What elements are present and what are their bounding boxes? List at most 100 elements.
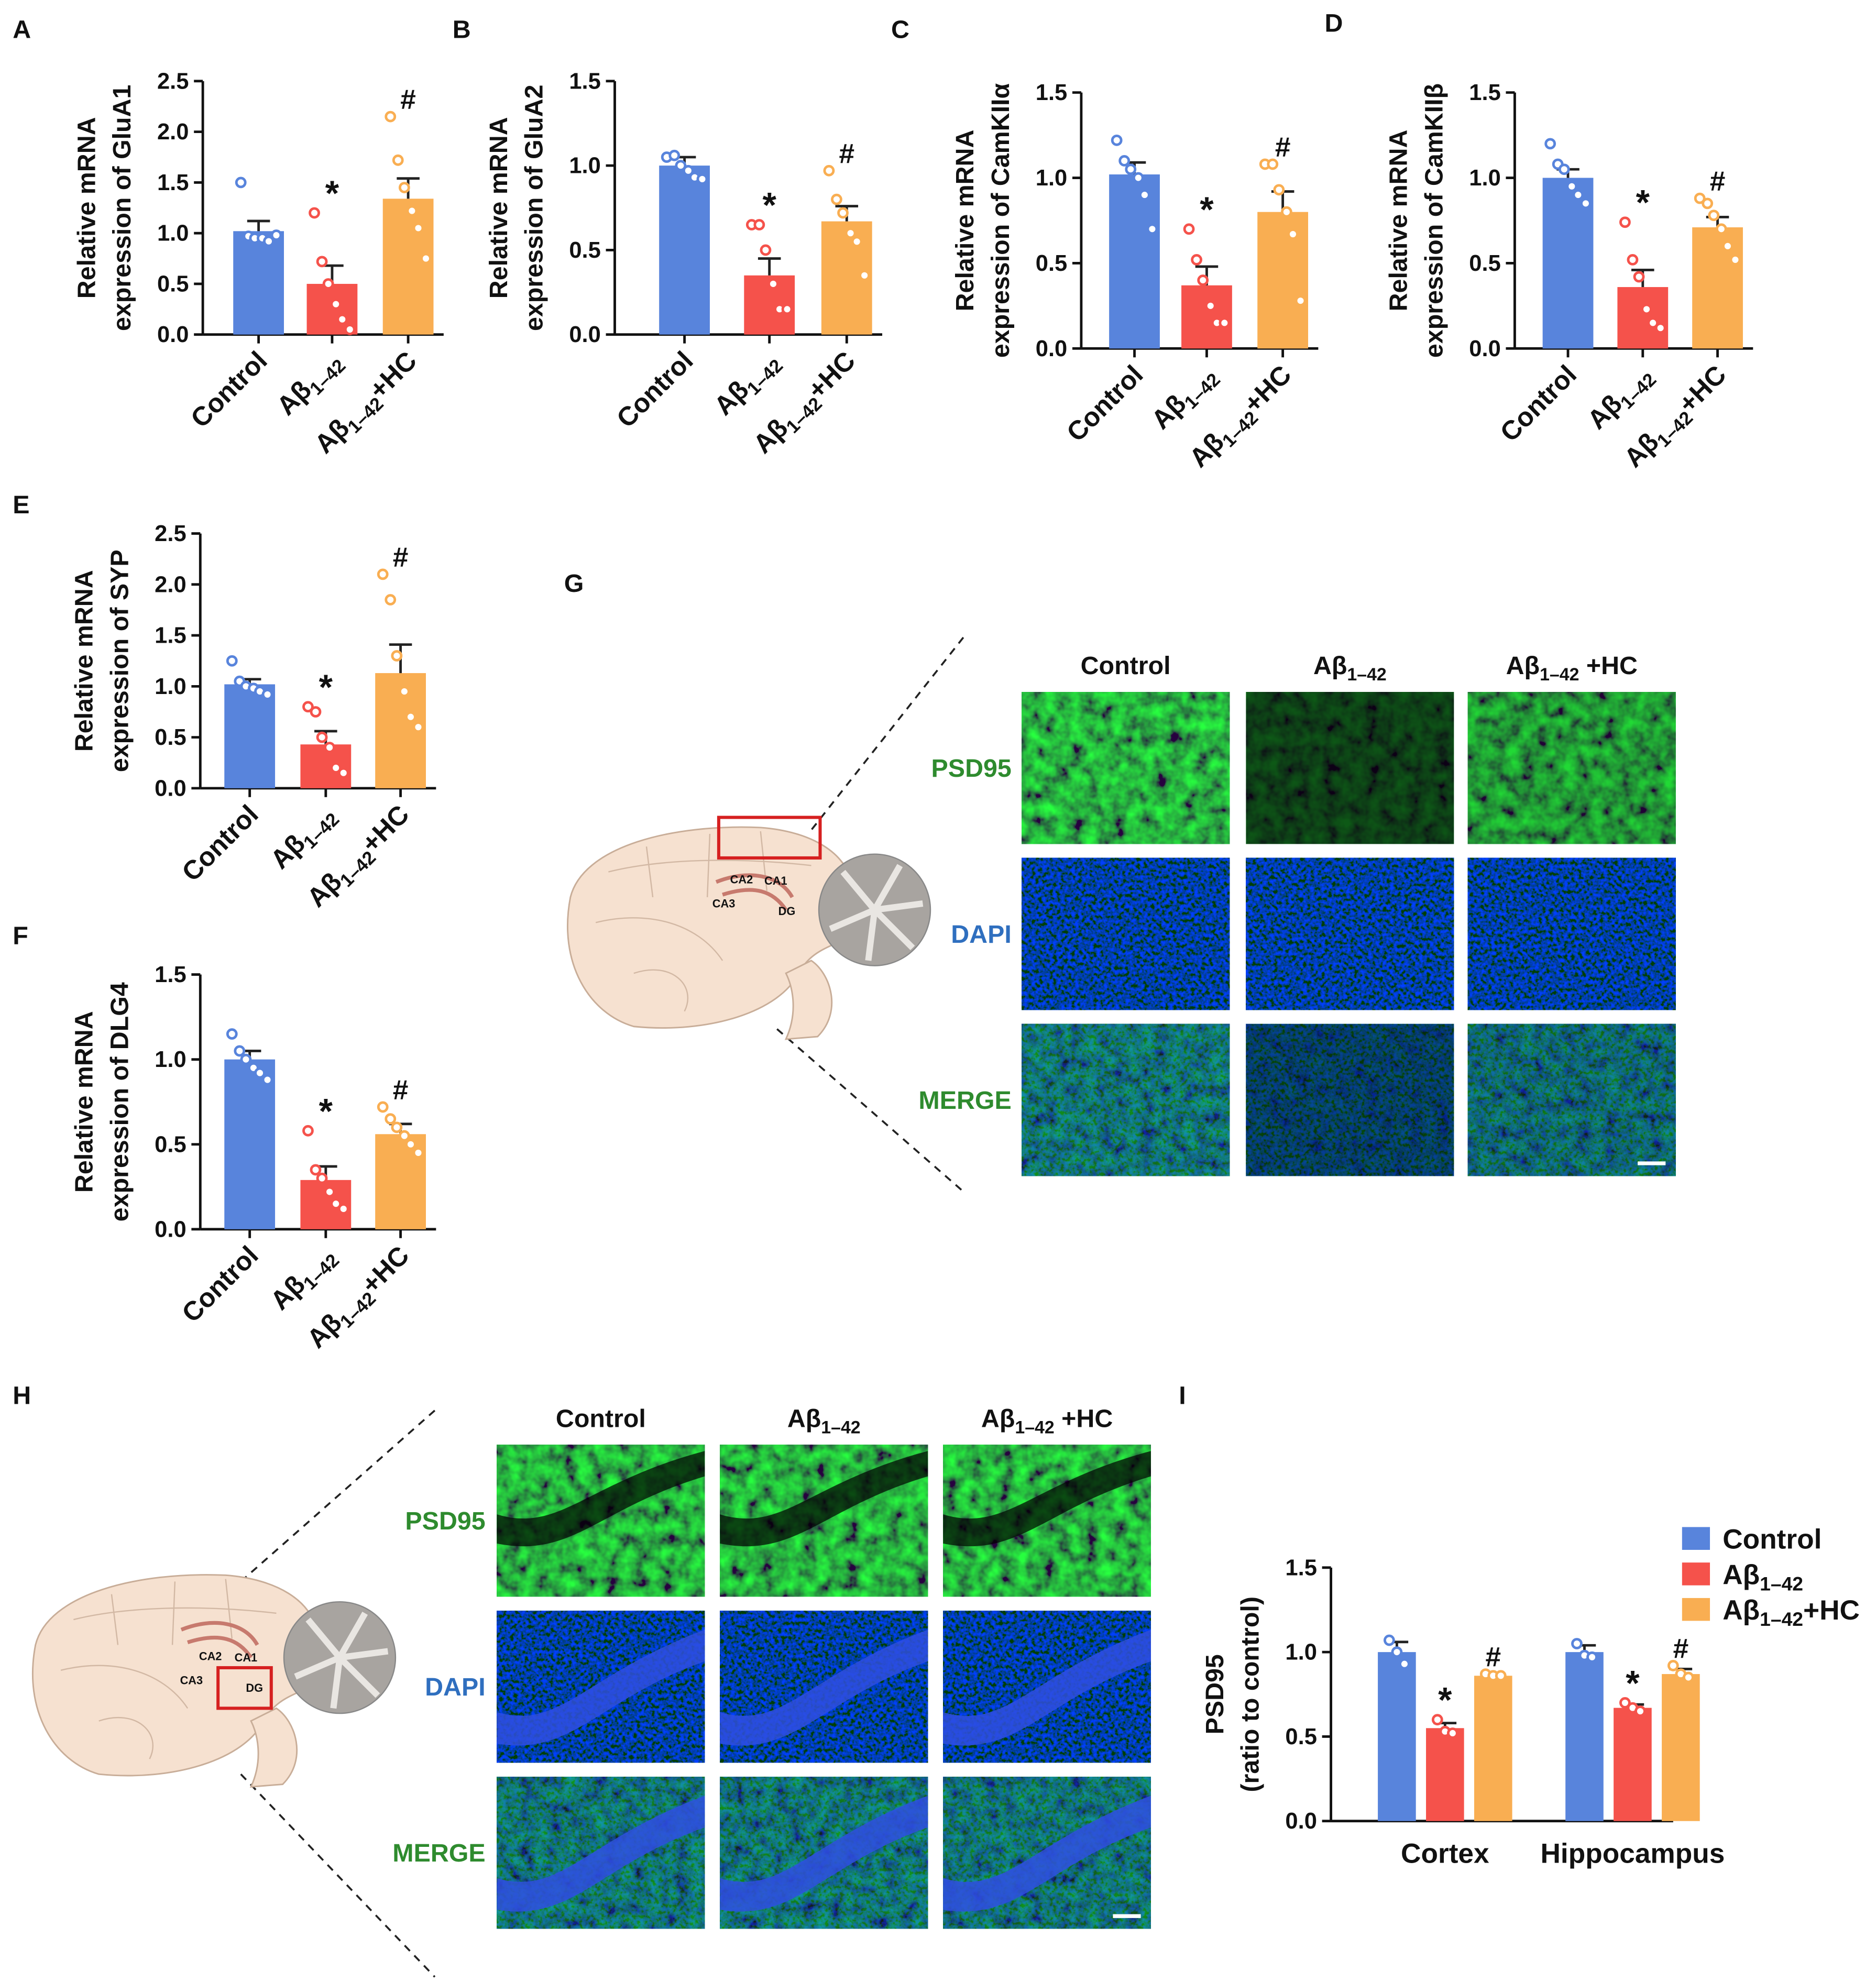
y-tick-label: 0.0 xyxy=(155,776,186,801)
data-point xyxy=(1729,254,1741,266)
legend-label: Control xyxy=(1723,1524,1822,1555)
region-label: CA2 xyxy=(199,1649,222,1662)
cerebellum-folia xyxy=(829,864,924,961)
region-label: CA1 xyxy=(235,1651,258,1664)
bar xyxy=(1614,1708,1652,1821)
data-point xyxy=(330,762,342,774)
data-point xyxy=(412,222,424,234)
data-point xyxy=(310,706,322,718)
data-point xyxy=(837,207,849,219)
y-tick-label: 1.0 xyxy=(157,221,189,246)
cerebrum xyxy=(31,1574,318,1777)
data-point xyxy=(1634,1705,1646,1717)
data-point xyxy=(270,229,282,241)
column-header: Aβ1–42 xyxy=(787,1404,861,1437)
data-point xyxy=(1580,197,1592,210)
panel-label: H xyxy=(13,1382,31,1410)
data-point xyxy=(1191,254,1202,266)
granule-layer xyxy=(720,1629,928,1746)
y-axis-label: PSD95 xyxy=(1201,1654,1229,1734)
region-label: CA3 xyxy=(712,897,736,910)
panel-label: A xyxy=(13,16,31,44)
data-point xyxy=(1132,172,1144,184)
data-point xyxy=(391,650,403,662)
data-point xyxy=(1722,240,1734,252)
data-point xyxy=(316,1172,328,1184)
data-point xyxy=(767,278,779,290)
micrograph-green xyxy=(1022,692,1230,844)
x-tick-label: Aβ1–42+HC xyxy=(301,799,418,916)
data-point xyxy=(1446,1727,1458,1739)
data-point xyxy=(398,182,410,193)
panel-label: G xyxy=(564,569,584,598)
data-point xyxy=(1641,303,1652,315)
micrograph-blue xyxy=(1246,1023,1454,1176)
data-point xyxy=(324,1186,335,1198)
significance-mark: * xyxy=(1200,190,1214,229)
legend-label: Aβ1–42 xyxy=(1723,1559,1803,1594)
x-tick-label: Aβ1–42 xyxy=(708,345,787,424)
data-point xyxy=(1647,317,1659,329)
data-point xyxy=(1281,206,1292,218)
y-tick-label: 0.5 xyxy=(155,1132,186,1157)
significance-mark: * xyxy=(1626,1664,1640,1703)
y-tick-label: 1.5 xyxy=(155,623,186,648)
data-point xyxy=(261,689,273,700)
y-axis-label: expression of CamKIIβ xyxy=(1420,83,1448,358)
dashed-guide xyxy=(810,636,964,831)
data-point xyxy=(1572,189,1584,201)
y-axis-label: expression of DLG4 xyxy=(105,982,134,1221)
significance-mark: * xyxy=(319,1092,333,1131)
data-point xyxy=(1287,228,1299,240)
y-axis-label: expression of SYP xyxy=(105,549,134,772)
granule-layer xyxy=(720,1796,928,1912)
data-point xyxy=(696,173,708,185)
granule-layer xyxy=(943,1629,1151,1746)
dashed-guide xyxy=(240,1410,436,1582)
bar xyxy=(1181,285,1232,349)
significance-mark: # xyxy=(1485,1642,1501,1673)
x-tick-label: Aβ1–42 xyxy=(1582,359,1661,438)
x-tick-label: Control xyxy=(176,799,264,887)
data-point xyxy=(1125,163,1137,175)
y-tick-label: 0.5 xyxy=(157,271,189,296)
data-point xyxy=(1715,223,1727,235)
panel-label: C xyxy=(891,16,909,44)
data-point xyxy=(412,1147,424,1159)
y-tick-label: 1.5 xyxy=(1036,80,1068,105)
significance-mark: # xyxy=(839,138,854,169)
region-box xyxy=(216,1666,273,1710)
data-point xyxy=(1702,197,1714,210)
y-tick-label: 1.0 xyxy=(1285,1640,1317,1665)
data-point xyxy=(1633,271,1645,283)
column-header: Control xyxy=(1081,652,1171,680)
legend-swatch xyxy=(1682,1562,1710,1585)
significance-mark: * xyxy=(1636,183,1650,223)
data-point xyxy=(398,686,410,697)
brain-schematic xyxy=(567,826,931,1040)
bar xyxy=(1565,1652,1604,1821)
y-axis-label: Relative mRNA xyxy=(72,117,101,299)
data-point xyxy=(310,1164,322,1176)
y-axis-label: Relative mRNA xyxy=(485,117,513,299)
y-tick-label: 1.0 xyxy=(1036,166,1068,191)
data-point xyxy=(302,1125,314,1137)
hippocampus xyxy=(715,873,794,911)
significance-mark: * xyxy=(319,668,333,707)
granule-layer-dark xyxy=(943,1451,1151,1547)
data-point xyxy=(1627,254,1639,266)
x-tick-label: Cortex xyxy=(1401,1838,1489,1869)
bar xyxy=(659,166,710,335)
legend-swatch xyxy=(1682,1598,1710,1621)
data-point xyxy=(336,313,348,325)
y-tick-label: 0.5 xyxy=(1036,251,1068,276)
y-axis-label: Relative mRNA xyxy=(70,1011,98,1193)
y-tick-label: 1.0 xyxy=(569,153,601,179)
y-tick-label: 2.5 xyxy=(155,521,186,546)
data-point xyxy=(316,731,328,743)
y-tick-label: 1.5 xyxy=(1469,80,1501,105)
data-point xyxy=(385,111,397,123)
micrograph-blue xyxy=(1246,857,1454,1010)
hippocampus xyxy=(180,1621,259,1659)
data-point xyxy=(330,298,342,310)
